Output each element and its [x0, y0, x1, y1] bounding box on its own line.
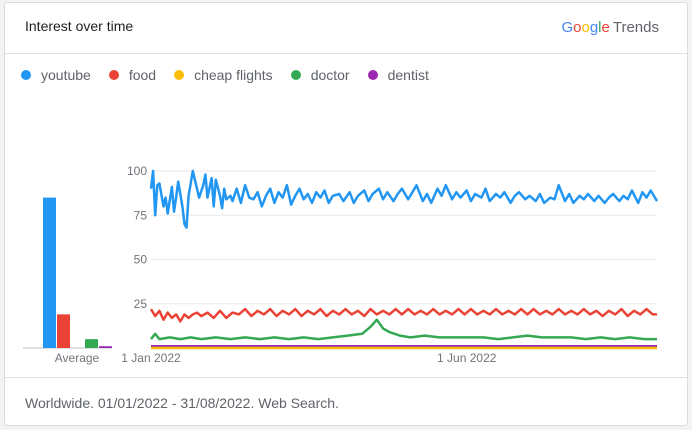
logo-letter: l — [598, 19, 602, 36]
legend-item-youtube[interactable]: youtube — [21, 67, 91, 83]
y-tick-label: 75 — [134, 208, 148, 222]
x-tick-label: 1 Jun 2022 — [437, 351, 497, 365]
card-footer: Worldwide. 01/01/2022 - 31/08/2022. Web … — [5, 377, 687, 427]
logo-letter: o — [573, 19, 582, 36]
card-header: Interest over time Google Trends — [5, 3, 687, 54]
logo-suffix: Trends — [612, 19, 659, 36]
x-tick-label: 1 Jan 2022 — [121, 351, 181, 365]
legend-label: cheap flights — [194, 67, 273, 83]
logo-letter: G — [561, 19, 574, 36]
legend-dot-icon — [108, 70, 119, 80]
interest-over-time-card: Interest over time Google Trends youtube … — [4, 2, 688, 426]
interest-line-chart[interactable]: 25 50 75 100 1 Jan 2022 1 Jun 2022 Average — [5, 3, 689, 375]
legend-item-cheap-flights[interactable]: cheap flights — [174, 67, 273, 83]
legend-dot-icon — [174, 70, 185, 80]
legend-item-food[interactable]: food — [108, 67, 157, 83]
chart-legend: youtube food cheap flights doctor dentis… — [21, 67, 447, 83]
legend-label: youtube — [41, 67, 91, 83]
average-bar-dentist — [99, 346, 112, 348]
footer-region-text: Worldwide. 01/01/2022 - 31/08/2022. Web … — [25, 395, 339, 411]
average-bar-youtube — [43, 197, 56, 348]
legend-label: dentist — [387, 67, 429, 83]
y-tick-label: 25 — [134, 297, 148, 311]
legend-dot-icon — [290, 70, 301, 80]
logo-letter: g — [589, 19, 599, 36]
average-bar-doctor — [85, 339, 98, 348]
legend-label: food — [128, 67, 157, 83]
legend-dot-icon — [367, 70, 378, 80]
card-title: Interest over time — [25, 18, 134, 34]
average-bar-food — [57, 314, 70, 348]
legend-item-dentist[interactable]: dentist — [367, 67, 429, 83]
average-label: Average — [55, 351, 100, 365]
y-tick-label: 100 — [127, 164, 147, 178]
series-line-doctor — [150, 318, 657, 341]
logo-letter: e — [601, 19, 610, 36]
legend-dot-icon — [21, 70, 31, 80]
google-trends-logo: Google Trends — [561, 19, 659, 36]
series-line-youtube — [149, 169, 659, 229]
y-tick-label: 50 — [134, 253, 148, 267]
logo-letter: o — [581, 19, 590, 36]
legend-item-doctor[interactable]: doctor — [290, 67, 350, 83]
series-line-food — [149, 307, 657, 323]
legend-label: doctor — [310, 67, 350, 83]
